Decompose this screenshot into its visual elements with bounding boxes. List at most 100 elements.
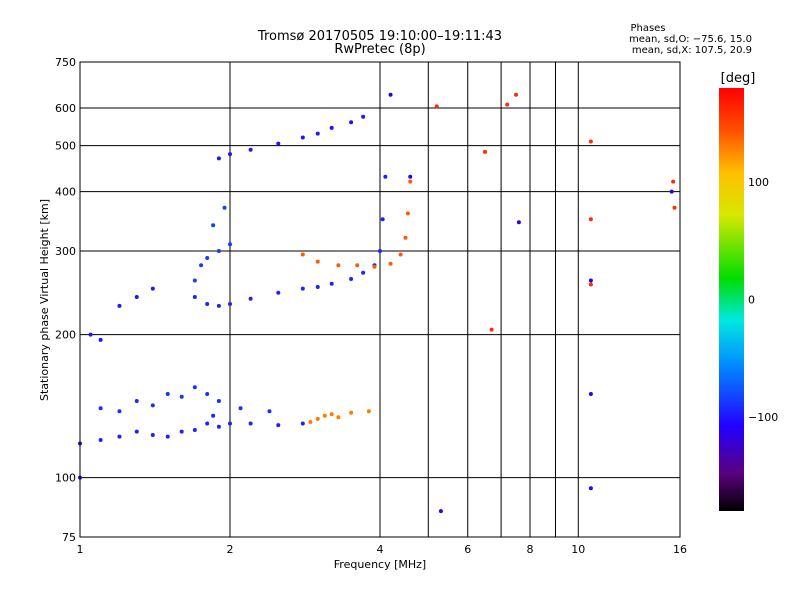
data-point: [88, 332, 93, 337]
data-point: [388, 92, 393, 97]
data-point: [588, 217, 593, 222]
data-point: [669, 189, 674, 194]
data-point: [228, 152, 232, 157]
colorbar-tick-label: −100: [748, 411, 778, 424]
data-point: [192, 295, 197, 300]
data-point: [398, 252, 403, 257]
data-point: [134, 295, 139, 300]
data-point: [349, 276, 354, 281]
data-point: [588, 486, 593, 491]
chart-subtitle: RwPretec (8p): [334, 42, 425, 57]
chart-title: Tromsø 20170505 19:10:00–19:11:43: [257, 29, 502, 44]
data-point: [211, 413, 216, 418]
data-point: [179, 429, 184, 434]
y-axis-label: Stationary phase Virtual Height [km]: [38, 199, 51, 401]
y-tick-label: 500: [55, 140, 76, 153]
data-point: [205, 421, 210, 426]
data-point: [671, 179, 676, 184]
data-point: [405, 211, 410, 216]
y-tick-label: 300: [55, 245, 76, 258]
data-points: [78, 92, 677, 514]
data-point: [216, 399, 221, 404]
data-point: [267, 409, 272, 414]
data-point: [315, 259, 320, 264]
data-point: [408, 179, 413, 184]
data-point: [588, 392, 593, 397]
data-point: [361, 114, 366, 119]
data-point: [300, 286, 305, 291]
data-point: [248, 296, 253, 301]
colorbar-label: [deg]: [721, 71, 756, 86]
phase-stats-heading: Phases: [630, 23, 665, 34]
phase-stats-x: mean, sd,X: 107.5, 20.9: [632, 45, 752, 56]
data-point: [489, 327, 494, 332]
data-point: [205, 256, 210, 261]
data-point: [150, 432, 155, 437]
data-point: [134, 429, 139, 434]
y-tick-label: 100: [55, 472, 76, 485]
data-point: [150, 403, 155, 408]
plot-frame: [79, 61, 681, 538]
phase-stats-o: mean, sd,O: −75.6, 15.0: [629, 34, 752, 45]
data-point: [300, 135, 305, 140]
data-point: [355, 263, 360, 268]
data-point: [672, 205, 677, 210]
data-point: [388, 261, 393, 266]
data-point: [300, 252, 305, 257]
data-point: [192, 385, 197, 390]
data-point: [378, 249, 382, 254]
title-group: Tromsø 20170505 19:10:00–19:11:43 RwPret…: [257, 29, 502, 57]
data-point: [248, 421, 253, 426]
data-point: [205, 392, 210, 397]
data-point: [165, 434, 170, 439]
data-point: [315, 416, 320, 421]
data-point: [505, 102, 510, 107]
data-point: [300, 421, 305, 426]
data-point: [117, 303, 122, 308]
data-point: [248, 147, 253, 152]
x-tick-label: 1: [77, 543, 84, 556]
colorbar-tick-label: 0: [748, 294, 755, 307]
x-tick-label: 4: [377, 543, 384, 556]
data-point: [483, 149, 488, 154]
data-point: [216, 424, 221, 429]
data-point: [336, 415, 341, 420]
colorbar-tick-label: 100: [748, 176, 769, 189]
data-point: [179, 394, 184, 399]
data-point: [308, 419, 313, 424]
data-point: [322, 413, 327, 418]
y-tick-label: 75: [62, 531, 76, 544]
data-point: [228, 421, 232, 426]
data-point: [434, 104, 439, 109]
x-tick-label: 8: [527, 543, 534, 556]
data-point: [192, 278, 197, 283]
data-point: [117, 409, 122, 414]
data-point: [438, 509, 443, 514]
data-point: [276, 423, 281, 428]
data-point: [315, 131, 320, 136]
colorbar-bar: [719, 88, 744, 511]
data-point: [165, 392, 170, 397]
x-tick-label: 6: [464, 543, 471, 556]
data-point: [216, 156, 221, 161]
data-point: [276, 290, 281, 295]
data-point: [228, 242, 232, 247]
grid-lines: [80, 62, 680, 537]
data-point: [588, 278, 593, 283]
data-point: [372, 264, 377, 269]
data-point: [192, 427, 197, 432]
data-point: [588, 282, 593, 287]
x-tick-label: 2: [227, 543, 234, 556]
data-point: [315, 284, 320, 289]
data-point: [216, 303, 221, 308]
data-point: [211, 223, 216, 228]
data-point: [199, 263, 204, 268]
phase-stats: Phases mean, sd,O: −75.6, 15.0 mean, sd,…: [629, 23, 752, 56]
y-tick-label: 750: [55, 56, 76, 69]
data-point: [329, 125, 334, 130]
data-point: [98, 406, 103, 411]
data-point: [383, 174, 388, 179]
x-axis-ticks: 1 2 4 6 8 10 16: [77, 543, 688, 556]
